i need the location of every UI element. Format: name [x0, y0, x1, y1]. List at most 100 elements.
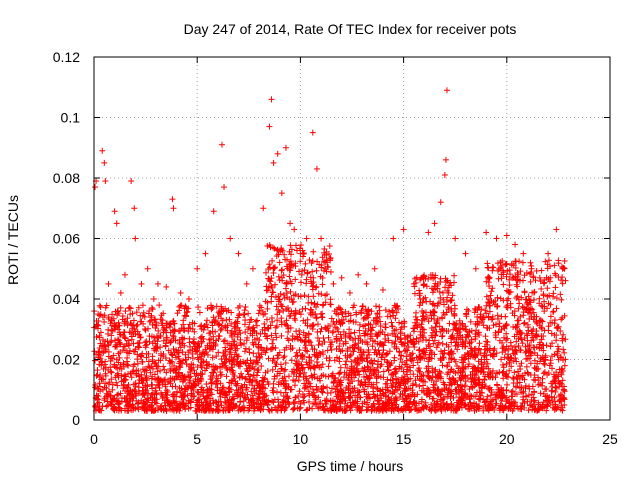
data-point [202, 250, 209, 257]
noise-point [534, 366, 541, 373]
noise-point [114, 336, 121, 343]
noise-point [269, 366, 276, 373]
noise-point [101, 318, 108, 325]
y-tick-label: 0.04 [53, 291, 80, 307]
noise-point [245, 310, 252, 317]
data-point [95, 311, 102, 318]
noise-point [297, 293, 304, 300]
noise-point [264, 305, 271, 312]
x-tick-label: 5 [193, 431, 201, 447]
noise-point [439, 340, 446, 347]
data-point [462, 250, 469, 257]
noise-point [156, 302, 163, 309]
data-point [131, 205, 138, 212]
data-point [270, 159, 277, 166]
noise-point [519, 399, 526, 406]
noise-point [356, 327, 363, 334]
noise-point [446, 320, 453, 327]
noise-point [516, 363, 523, 370]
noise-point [444, 362, 451, 369]
noise-point [336, 370, 343, 377]
noise-point [308, 342, 315, 349]
data-point [170, 205, 177, 212]
noise-point [130, 340, 137, 347]
noise-point [422, 399, 429, 406]
noise-point [104, 330, 111, 337]
noise-point [541, 327, 548, 334]
noise-point [517, 334, 524, 341]
noise-point [97, 329, 104, 336]
noise-point [290, 292, 297, 299]
data-point [113, 220, 120, 227]
data-point [437, 199, 444, 206]
y-tick-label: 0.02 [53, 352, 80, 368]
data-point [177, 289, 184, 296]
noise-point [559, 280, 566, 287]
noise-point [302, 260, 309, 267]
noise-point [342, 361, 349, 368]
noise-point [384, 350, 391, 357]
noise-point [236, 310, 243, 317]
data-point [154, 280, 161, 287]
noise-point [558, 277, 565, 284]
data-point [512, 241, 519, 248]
noise-point [385, 337, 392, 344]
noise-point [255, 310, 262, 317]
noise-point [552, 388, 559, 395]
noise-point [134, 321, 141, 328]
noise-point [146, 318, 153, 325]
noise-point [288, 357, 295, 364]
noise-point [241, 311, 248, 318]
noise-point [430, 340, 437, 347]
noise-point [203, 381, 210, 388]
data-point [287, 220, 294, 227]
noise-point [550, 308, 557, 315]
noise-point [517, 313, 524, 320]
data-points [91, 87, 569, 414]
noise-point [525, 370, 532, 377]
data-point [313, 165, 320, 172]
noise-point [504, 381, 511, 388]
noise-point [278, 245, 285, 252]
noise-point [293, 328, 300, 335]
noise-point [326, 243, 333, 250]
noise-point [521, 320, 528, 327]
noise-point [315, 342, 322, 349]
noise-point [325, 363, 332, 370]
noise-point [396, 348, 403, 355]
x-tick-label: 10 [293, 431, 309, 447]
noise-point [550, 309, 557, 316]
noise-point [547, 357, 554, 364]
noise-point [328, 346, 335, 353]
data-point [105, 280, 112, 287]
noise-point [463, 306, 470, 313]
noise-point [91, 357, 98, 364]
noise-point [319, 302, 326, 309]
noise-point [282, 285, 289, 292]
noise-point [346, 393, 353, 400]
data-point [218, 141, 225, 148]
data-point [346, 289, 353, 296]
noise-point [499, 369, 506, 376]
noise-point [369, 360, 376, 367]
data-point [309, 129, 316, 136]
noise-point [433, 378, 440, 385]
noise-point [274, 388, 281, 395]
noise-point [310, 293, 317, 300]
noise-point [448, 296, 455, 303]
data-point [150, 296, 157, 302]
noise-point [368, 327, 375, 334]
data-point [268, 96, 275, 103]
noise-point [166, 324, 173, 331]
noise-point [319, 310, 326, 317]
data-point [441, 171, 448, 178]
data-point [363, 280, 370, 287]
noise-point [443, 298, 450, 305]
noise-point [327, 389, 334, 396]
noise-point [135, 384, 142, 391]
noise-point [237, 399, 244, 406]
noise-point [507, 339, 514, 346]
noise-point [521, 319, 528, 326]
noise-point [506, 367, 513, 374]
